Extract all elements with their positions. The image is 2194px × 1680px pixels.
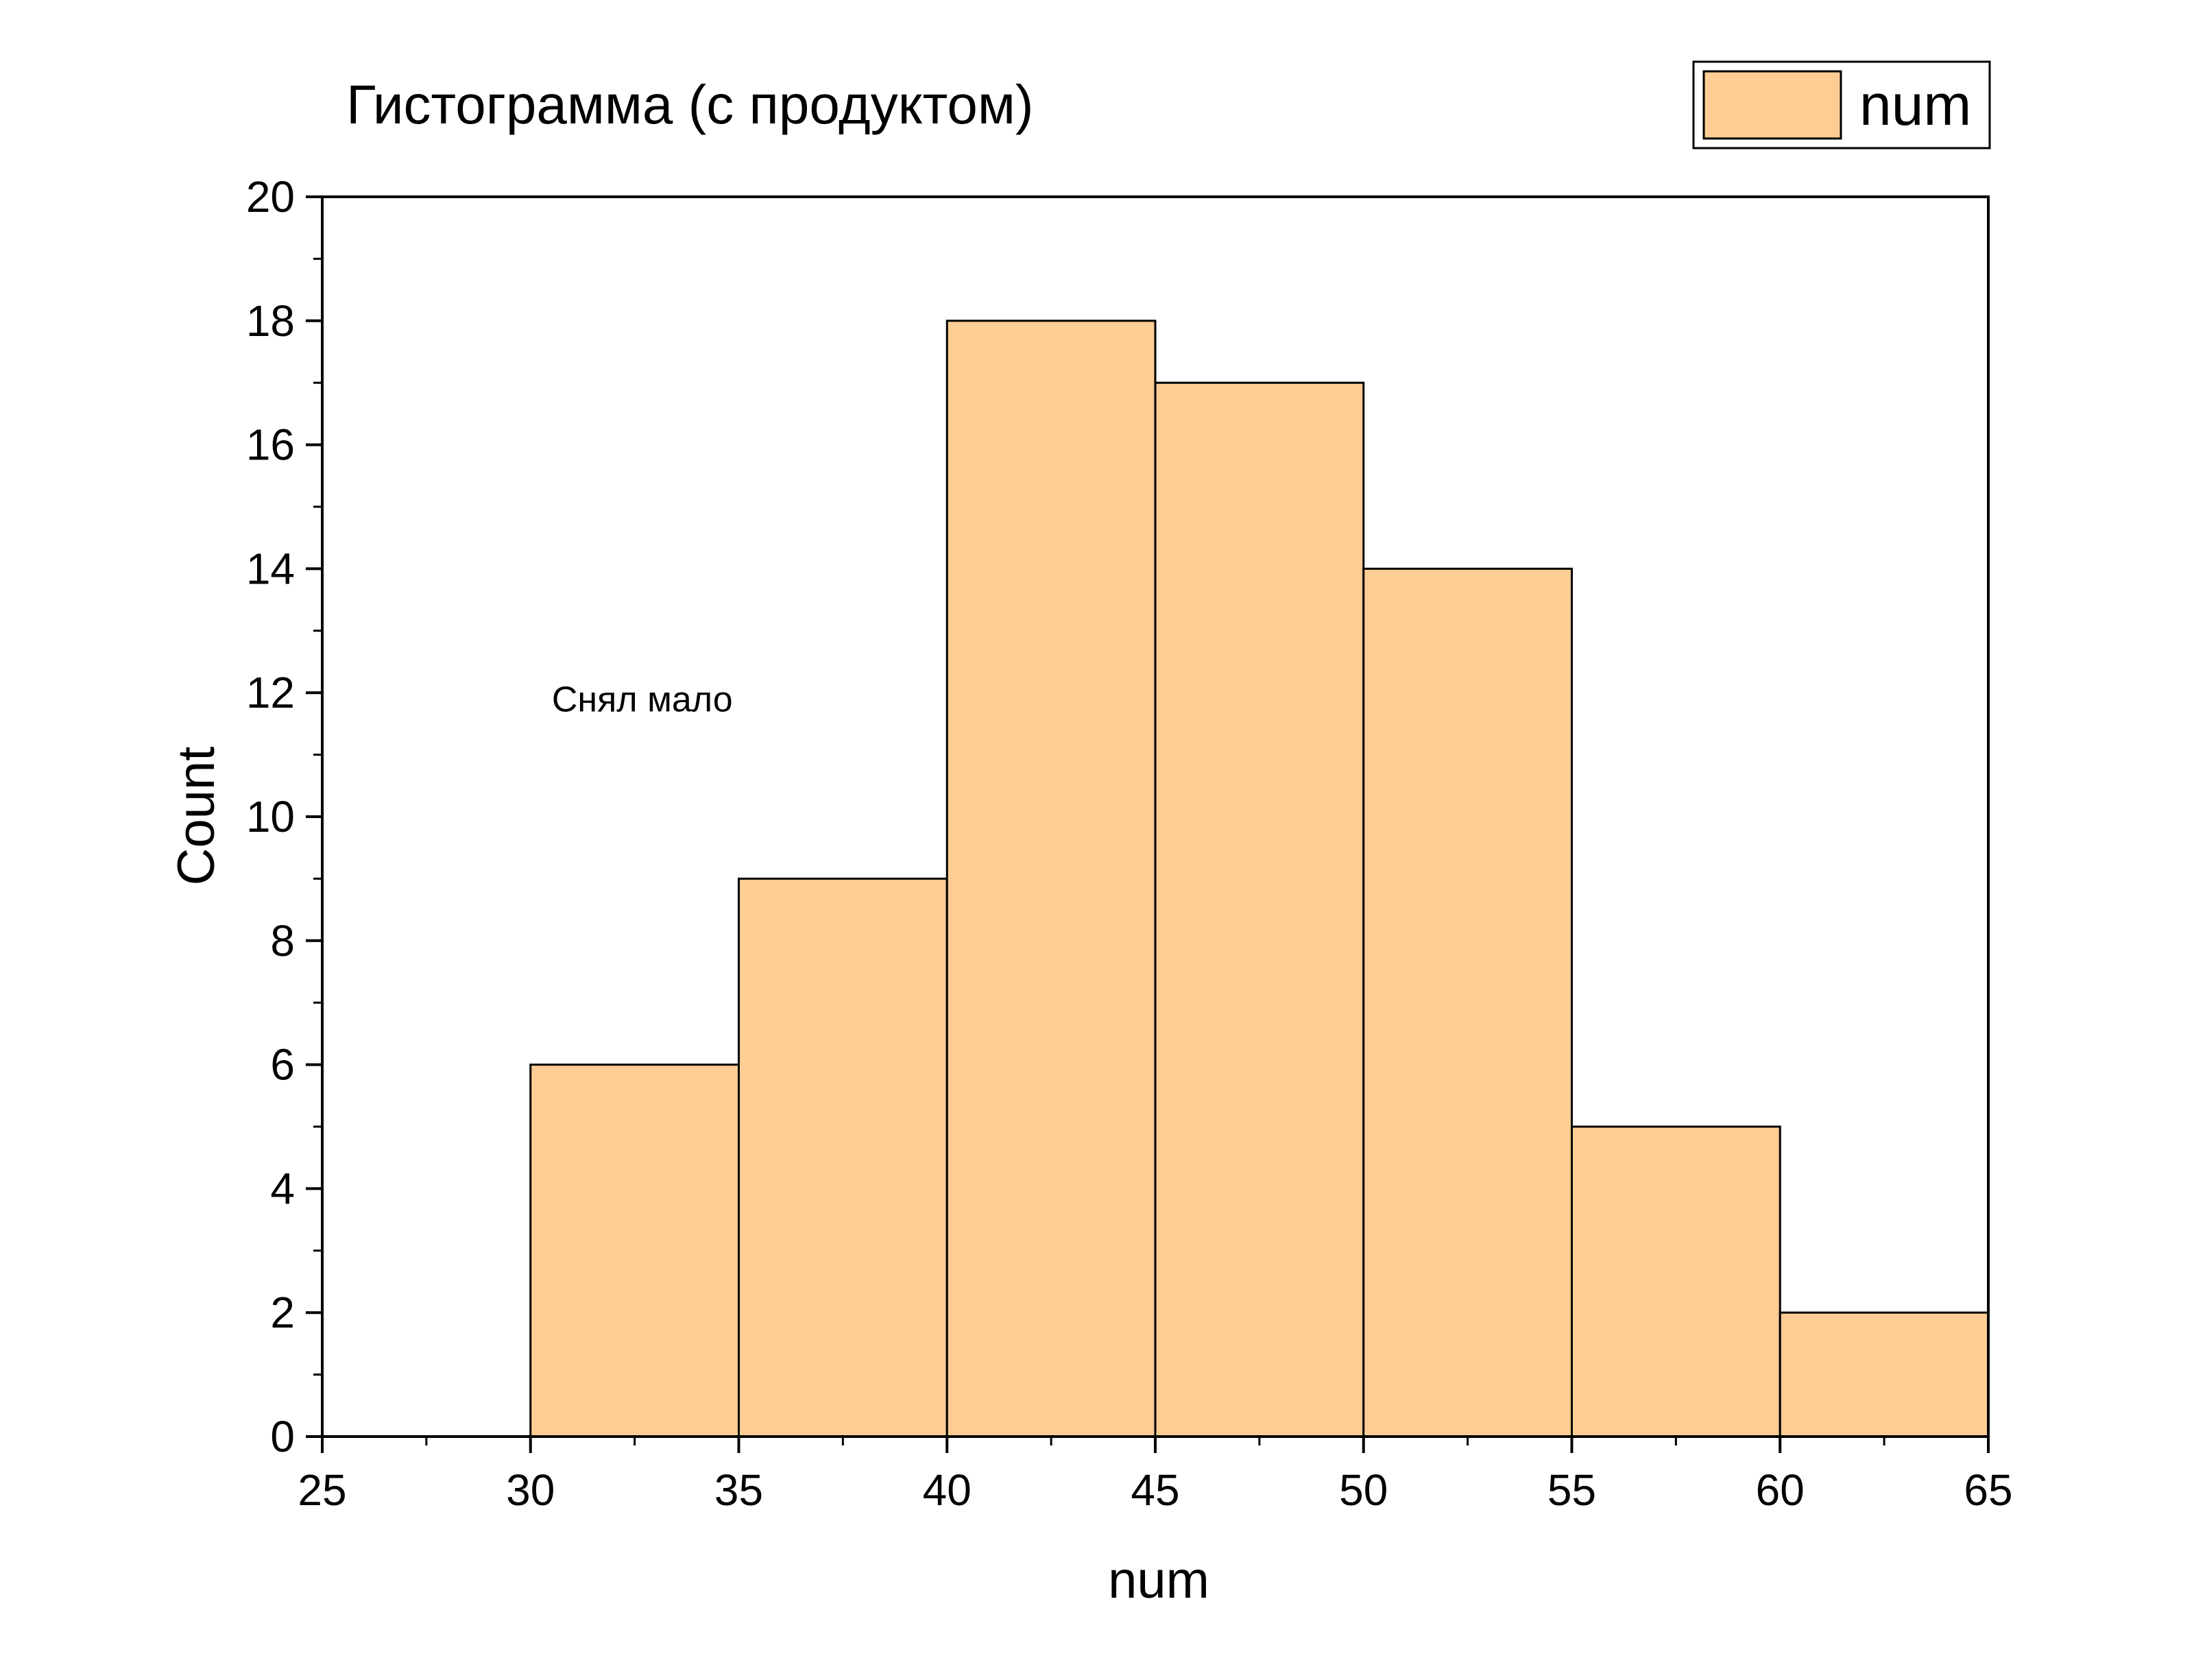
y-tick-label: 2 <box>270 1288 295 1337</box>
x-tick-label: 65 <box>1964 1465 2012 1515</box>
y-tick-label: 12 <box>246 668 295 717</box>
x-tick-label: 60 <box>1756 1465 1805 1515</box>
bar-55-60 <box>1571 1125 1781 1438</box>
y-tick-label: 8 <box>270 916 295 965</box>
legend-swatch <box>1702 70 1842 140</box>
bar-60-65 <box>1779 1311 1990 1438</box>
x-tick-label: 40 <box>923 1465 972 1515</box>
bar-30-35 <box>529 1064 740 1438</box>
bars-group <box>529 320 1990 1438</box>
y-tick-label: 16 <box>246 420 295 470</box>
x-axis: 25 30 35 40 45 50 55 60 65 <box>298 1437 2013 1515</box>
y-tick-label: 6 <box>270 1040 295 1090</box>
y-axis: 0 2 4 6 8 10 12 14 16 18 20 <box>246 172 322 1461</box>
y-tick-label: 4 <box>270 1164 295 1213</box>
y-tick-label: 10 <box>246 792 295 841</box>
x-tick-label: 25 <box>298 1465 346 1515</box>
x-tick-label: 55 <box>1547 1465 1596 1515</box>
legend-label: num <box>1859 73 1971 137</box>
x-tick-label: 35 <box>714 1465 763 1515</box>
bar-50-55 <box>1362 567 1573 1438</box>
bar-45-50 <box>1154 381 1365 1438</box>
y-axis-title: Count <box>167 747 226 886</box>
x-tick-label: 45 <box>1131 1465 1179 1515</box>
bar-35-40 <box>738 877 948 1438</box>
annotation-text: Снял мало <box>552 680 733 719</box>
chart-title: Гистограмма (с продуктом) <box>346 74 1034 135</box>
y-tick-label: 14 <box>246 544 295 593</box>
legend: num <box>1692 60 1991 149</box>
y-tick-label: 0 <box>270 1412 295 1461</box>
bar-40-45 <box>945 320 1157 1438</box>
y-tick-label: 18 <box>246 296 295 346</box>
x-axis-title: num <box>1108 1551 1209 1609</box>
y-tick-label: 20 <box>246 172 295 221</box>
x-tick-label: 30 <box>506 1465 555 1515</box>
x-tick-label: 50 <box>1339 1465 1388 1515</box>
